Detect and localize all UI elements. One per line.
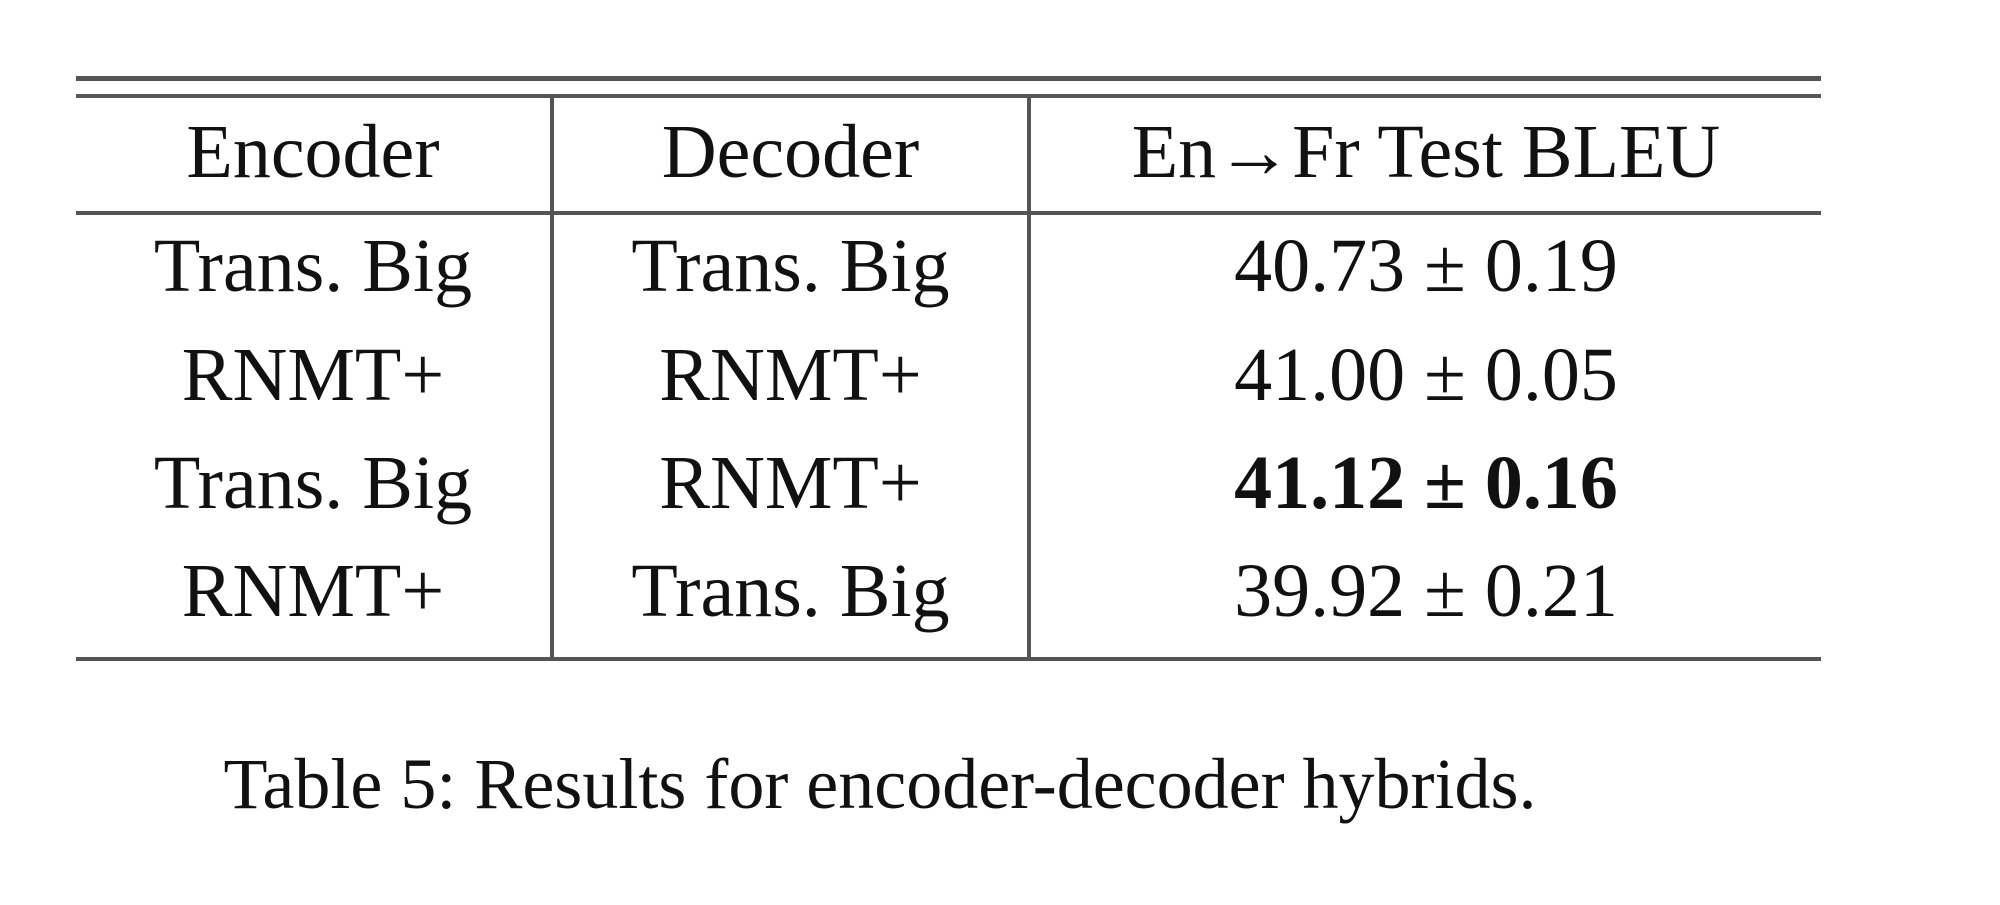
column-divider xyxy=(550,98,554,657)
table-cell-encoder: RNMT+ xyxy=(181,333,445,417)
table-cell-encoder: Trans. Big xyxy=(153,224,473,308)
column-divider xyxy=(1027,98,1031,657)
header-decoder: Decoder xyxy=(661,110,920,194)
bottom-rule xyxy=(76,657,1821,661)
header-bleu: En→Fr Test BLEU xyxy=(1131,110,1721,194)
table-cell-bleu-best: 41.12 ± 0.16 xyxy=(1234,441,1618,525)
table-cell-decoder: Trans. Big xyxy=(631,224,950,308)
table-cell-decoder: Trans. Big xyxy=(631,549,950,633)
header-rule xyxy=(76,211,1821,215)
table-cell-bleu: 40.73 ± 0.19 xyxy=(1234,224,1618,308)
table-cell-bleu: 39.92 ± 0.21 xyxy=(1234,549,1618,633)
table-caption: Table 5: Results for encoder-decoder hyb… xyxy=(223,744,1537,824)
top-rule-inner xyxy=(76,94,1821,98)
table-cell-bleu: 41.00 ± 0.05 xyxy=(1234,333,1618,417)
table-cell-decoder: RNMT+ xyxy=(659,333,922,417)
header-encoder: Encoder xyxy=(186,110,440,194)
table-cell-encoder: RNMT+ xyxy=(181,549,445,633)
table-cell-encoder: Trans. Big xyxy=(153,441,473,525)
table-cell-decoder: RNMT+ xyxy=(659,441,922,525)
top-rule xyxy=(76,76,1821,81)
